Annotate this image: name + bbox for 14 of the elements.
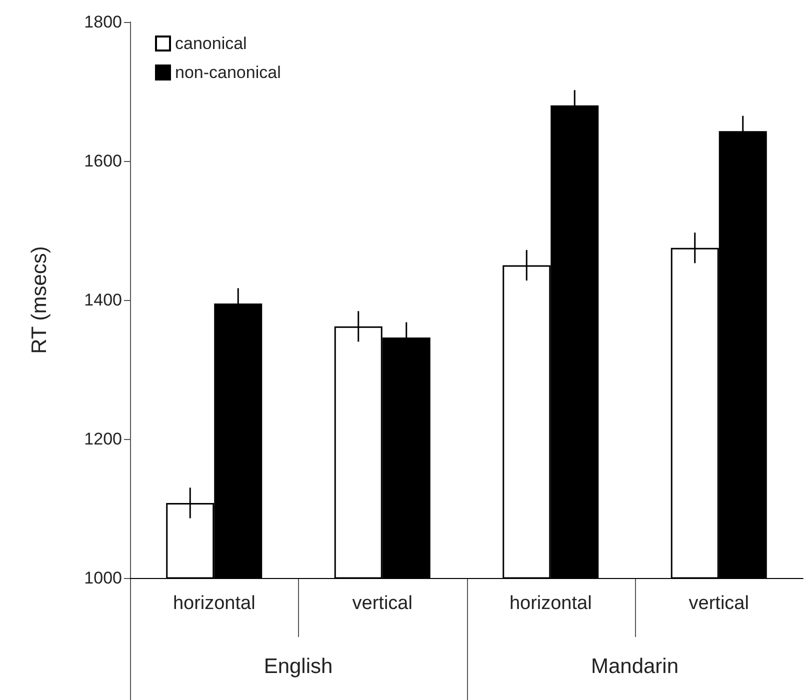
- y-tick-label: 1400: [84, 290, 122, 310]
- x-tick-label: horizontal: [509, 593, 592, 614]
- y-tick-label: 1600: [84, 152, 122, 170]
- x-tick-label: vertical: [352, 593, 412, 614]
- y-tick-label: 1000: [84, 568, 122, 588]
- y-tick-label: 1800: [84, 12, 122, 32]
- x-tick-label: vertical: [688, 593, 749, 614]
- y-tick-label: 1200: [84, 430, 122, 448]
- legend-label: canonical: [175, 34, 247, 53]
- y-axis-title: RT (msecs): [28, 246, 51, 354]
- text: Mandarin: [590, 655, 679, 678]
- x-tick-label: horizontal: [172, 593, 256, 614]
- legend-label: non-canonical: [175, 63, 281, 82]
- text: English: [264, 655, 333, 678]
